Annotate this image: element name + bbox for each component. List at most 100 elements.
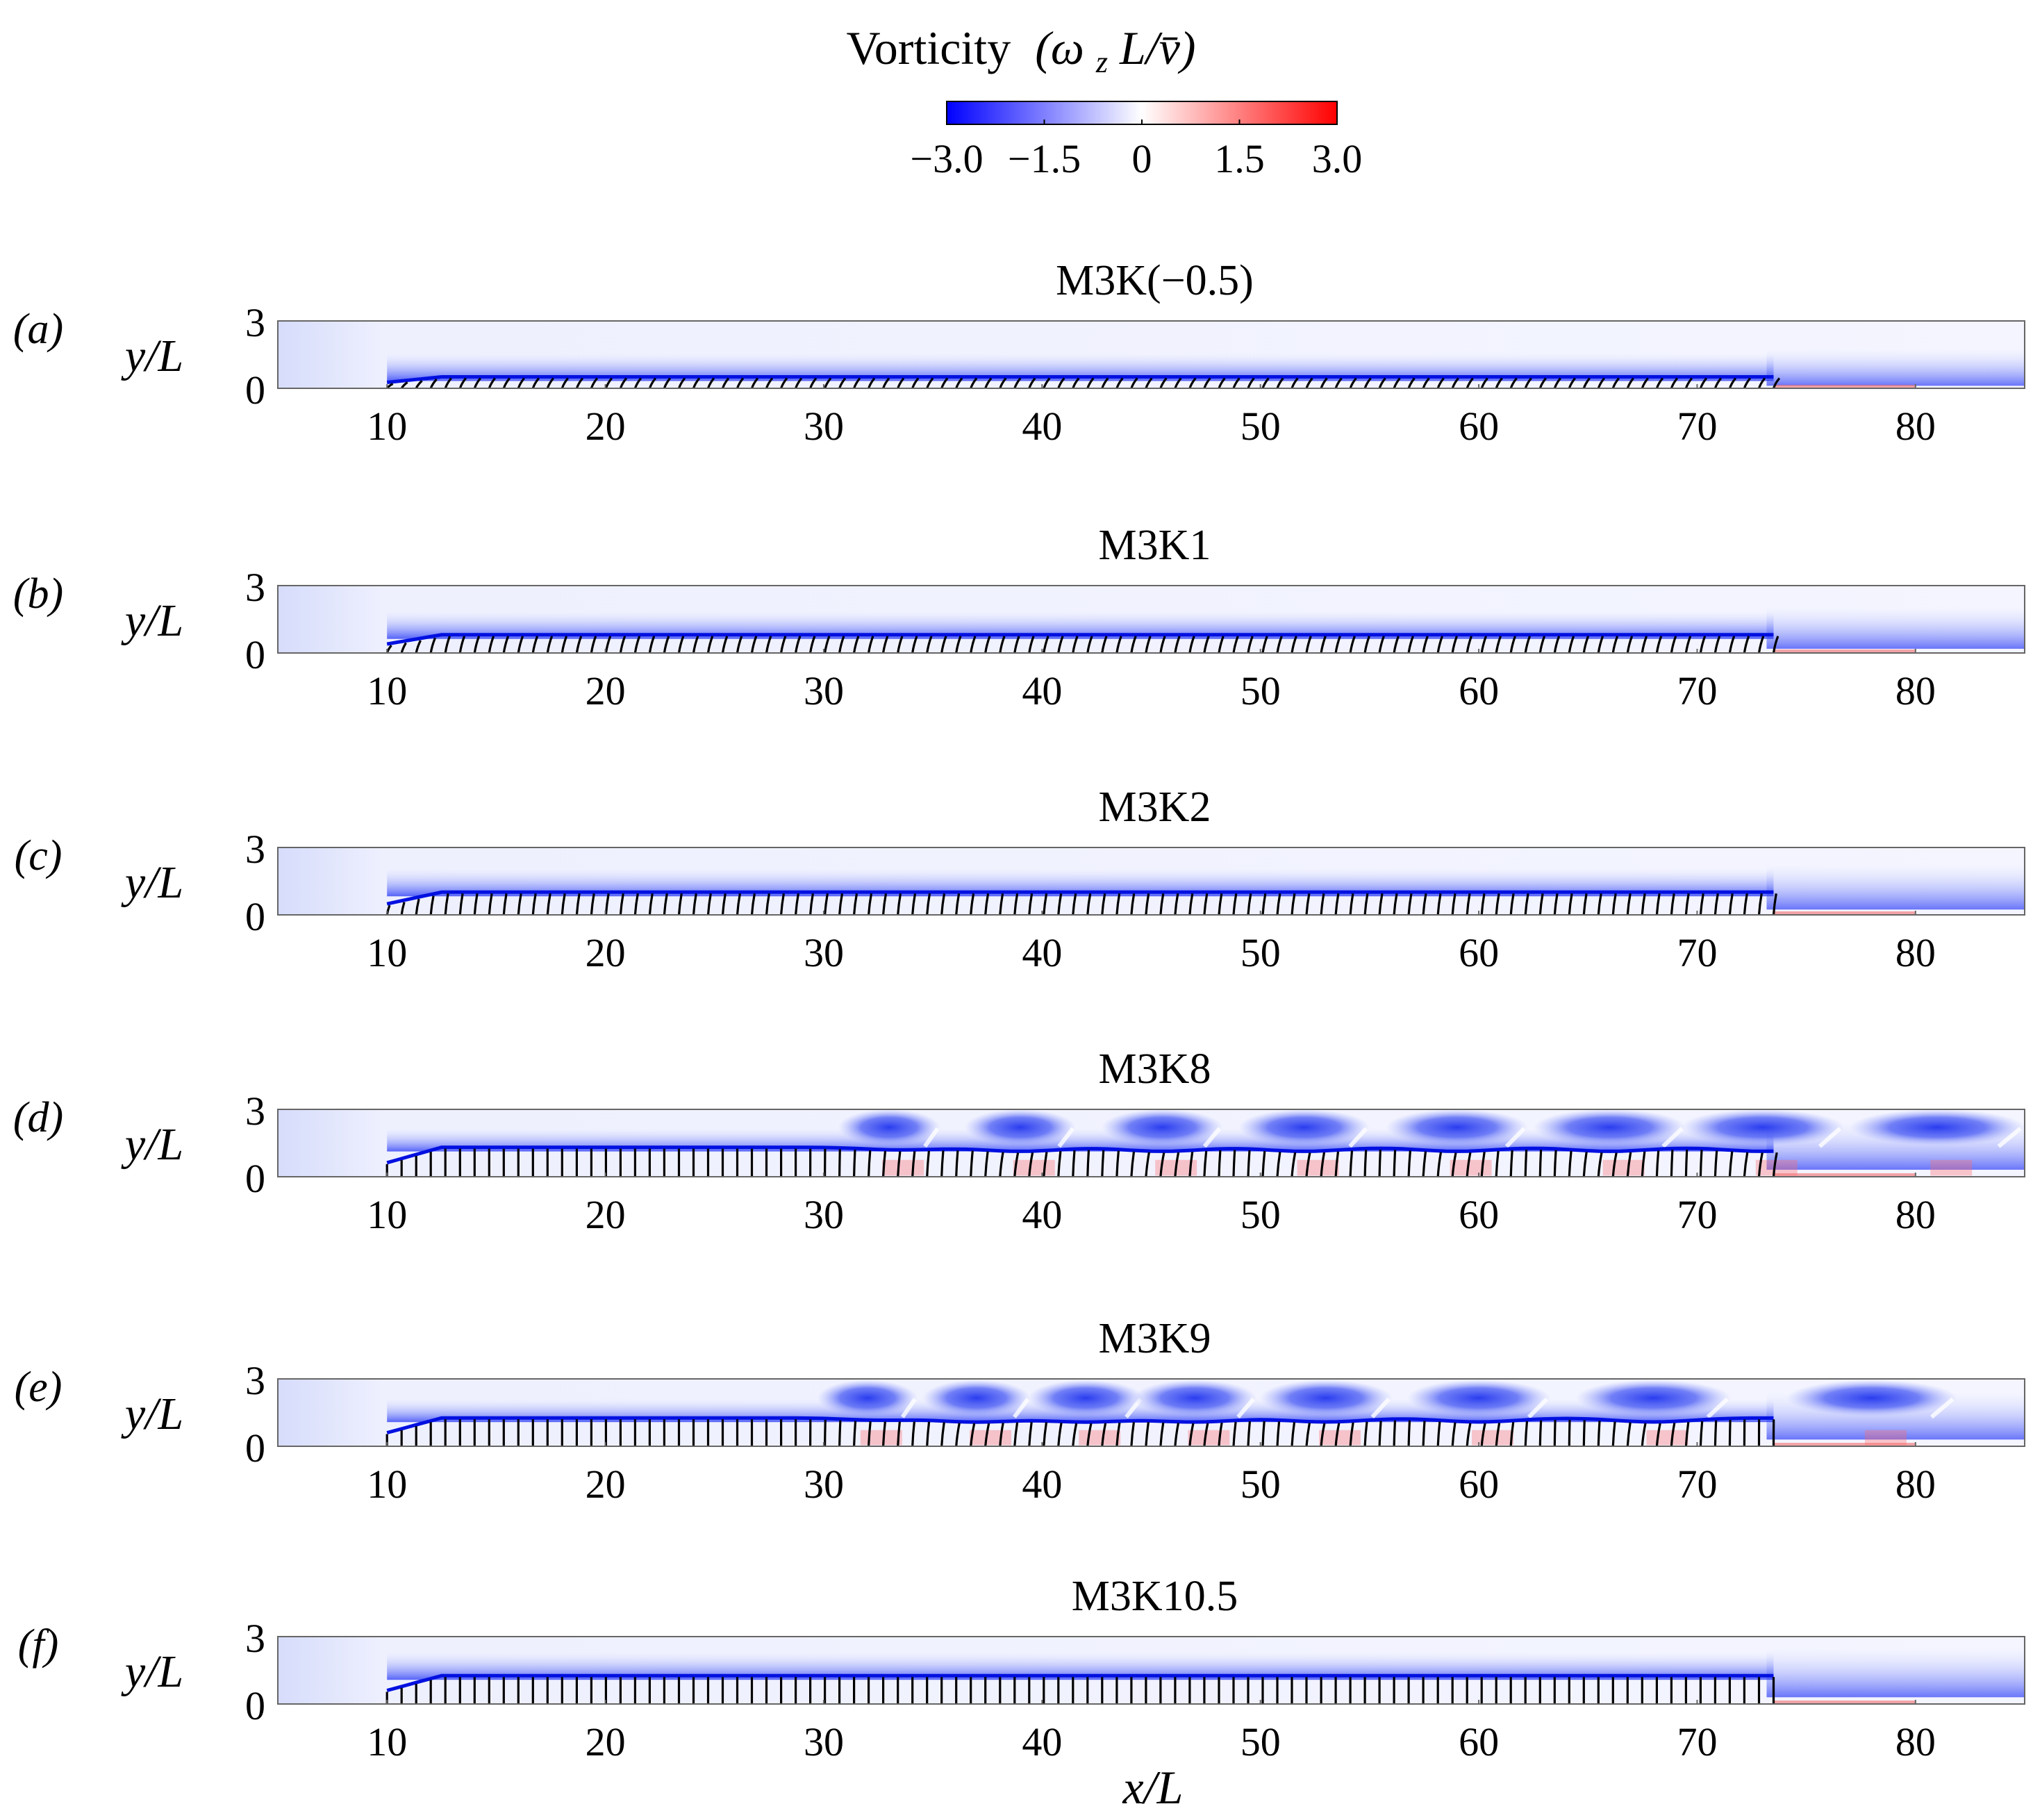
colorbar-tick-label: 1.5 [1214,136,1265,181]
canopy-stem [853,377,861,388]
x-tick-label: 50 [1240,1192,1281,1237]
canopy-stem [1028,893,1034,915]
canopy-stem [546,377,554,388]
canopy-stem [575,893,581,915]
x-tick-label: 30 [804,1192,844,1237]
canopy-stem [1495,893,1500,915]
canopy-stem [1247,1150,1251,1177]
canopy-stem [1276,1421,1281,1446]
canopy-top-vorticity [386,375,1774,384]
y-axis-label: y/L [121,1389,183,1439]
vorticity-field [278,321,2025,388]
panel-title: M3K(−0.5) [1056,257,1254,304]
canopy-stem [1028,636,1035,653]
x-tick-label: 40 [1022,1462,1062,1507]
y-tick-label: 0 [245,1156,265,1201]
canopy-stem [1159,893,1165,915]
canopy-stem [1013,893,1019,915]
canopy-stem [1626,893,1632,915]
canopy-stem [706,636,714,653]
canopy-stem [868,893,873,915]
canopy-stem [824,636,831,653]
colorbar-tick-label: 0 [1132,136,1152,181]
canopy-stem [1626,1152,1632,1177]
canopy-stem [1728,636,1736,653]
canopy-stem [1538,893,1544,915]
canopy-stem [1728,1419,1732,1446]
x-tick-label: 20 [586,1719,626,1764]
canopy-stem [1582,1151,1588,1177]
braid [1348,1127,1368,1148]
canopy-stem [1772,636,1779,653]
canopy-stem [838,893,844,915]
braid [1818,1127,1842,1148]
x-tick-label: 50 [1240,1462,1281,1507]
canopy-stem [1407,1150,1411,1177]
canopy-stem [444,377,452,388]
panel-c: M3K2 (c) y/L 0 3 10 20 30 40 50 60 70 80 [15,784,2025,975]
canopy-stem [1130,1151,1136,1177]
canopy-stem [1436,1421,1441,1446]
canopy-stem [1174,636,1181,653]
y-tick-label: 3 [245,1358,265,1403]
x-tick-label: 30 [804,1719,844,1764]
canopy-stem [502,377,511,388]
canopy-stem [1159,1422,1165,1446]
canopy-stem [1247,377,1255,388]
canopy-stem [1334,377,1343,388]
x-tick-label: 80 [1895,404,1936,449]
canopy-stem [1582,893,1588,915]
canopy-stem [1013,1152,1020,1177]
canopy-stem [1174,1152,1180,1177]
canopy-stem [1655,1423,1661,1446]
canopy-stem [1247,893,1252,915]
y-tick-label: 0 [245,632,265,677]
canopy-stem [1115,893,1121,915]
canopy-stem [970,1423,976,1446]
canopy-stem [1699,1421,1704,1446]
x-tick-label: 60 [1459,1462,1499,1507]
canopy-stem [721,636,729,653]
canopy-stem [868,1150,872,1177]
canopy-stem [1393,377,1401,388]
canopy-stem [1174,893,1179,915]
canopy-stem [1553,377,1561,388]
canopy-stem [1524,1150,1528,1177]
canopy-stem [984,636,991,653]
braid [1930,1397,1955,1419]
canopy-stem [955,636,962,653]
canopy-stem [940,1422,945,1446]
x-tick-label: 60 [1459,1719,1499,1764]
canopy-stem [706,377,715,388]
braid [1202,1127,1222,1148]
x-tick-label: 80 [1895,668,1936,713]
canopy-stem [1641,377,1649,388]
braid [1997,1127,2022,1148]
x-tick-label: 10 [367,404,407,449]
canopy-stem [1538,1150,1543,1177]
y-axis-label: y/L [121,595,183,646]
canopy-stem [1188,1423,1195,1446]
canopy-stem [1101,893,1106,915]
canopy-stem [838,377,847,388]
canopy-stem [1670,636,1677,653]
canopy-stem [1320,377,1328,388]
canopy-stem [590,893,595,915]
canopy-stem [1509,1422,1515,1446]
canopy-stem [1728,1151,1734,1177]
canopy-stem [1699,893,1704,915]
canopy-stem [1568,1419,1571,1446]
canopy-stem [677,893,683,915]
canopy-stem [1538,1420,1543,1446]
canopy-stem [1407,636,1414,653]
vortex [1850,1109,2025,1145]
x-tick-label: 20 [586,668,626,713]
canopy-stem [955,377,963,388]
canopy-stem [415,640,422,653]
x-tick-label: 10 [367,1192,407,1237]
canopy-stem [1641,1423,1647,1446]
canopy-stem [1743,636,1750,653]
colorbar-title-math2: L/v̄) [1119,22,1196,74]
canopy-stem [1057,636,1064,653]
canopy-stem [1480,377,1488,388]
